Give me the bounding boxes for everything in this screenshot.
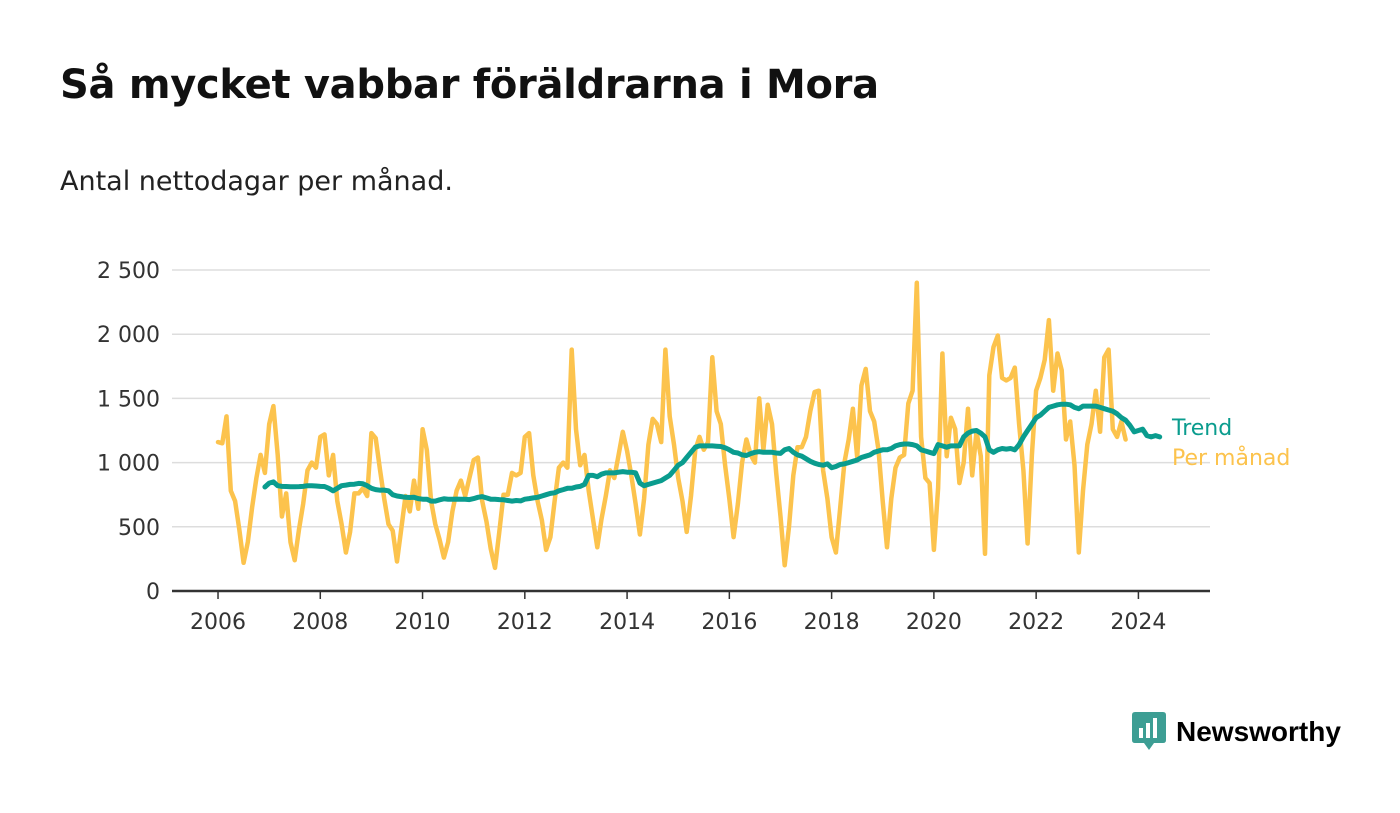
x-axis: 2006 2008 2010 2012 2014 2016 2018 2020 2022 2024 [172, 589, 1210, 635]
series-label-per-manad: Per månad [1172, 445, 1290, 471]
x-tick-label: 2008 [292, 610, 348, 635]
x-tick-label: 2012 [497, 610, 553, 635]
x-tick-label: 2022 [1008, 610, 1064, 635]
chart-subtitle: Antal nettodagar per månad. [60, 166, 453, 197]
x-tick-label: 2006 [190, 610, 246, 635]
newsworthy-logo[interactable]: Newsworthy [1132, 712, 1341, 752]
x-tick-label: 2010 [395, 610, 451, 635]
x-tick-label: 2016 [701, 610, 757, 635]
x-tick-label: 2020 [906, 610, 962, 635]
y-tick-label: 1 000 [97, 452, 160, 477]
series-lines [215, 280, 1163, 571]
series-line-per-manad [215, 280, 1128, 571]
y-tick-label: 2 500 [97, 259, 160, 284]
y-tick-label: 2 000 [97, 323, 160, 348]
x-tick-label: 2014 [599, 610, 655, 635]
y-axis-ticks: 0 500 1 000 1 500 2 000 2 500 [97, 259, 160, 605]
y-tick-label: 500 [118, 516, 160, 541]
x-tick-label: 2018 [804, 610, 860, 635]
series-label-trend: Trend [1171, 416, 1232, 441]
series-labels: Trend Per månad [1171, 416, 1290, 471]
y-tick-label: 1 500 [97, 387, 160, 412]
logo-text: Newsworthy [1176, 716, 1341, 747]
y-tick-label: 0 [146, 580, 160, 605]
newsworthy-chart-icon [1132, 712, 1166, 750]
chart-title: Så mycket vabbar föräldrarna i Mora [60, 62, 879, 108]
series-line-trend [262, 401, 1163, 504]
x-tick-label: 2024 [1110, 610, 1166, 635]
